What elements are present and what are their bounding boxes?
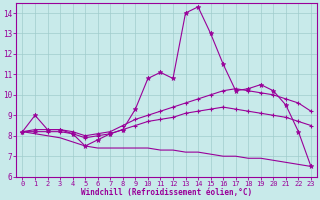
X-axis label: Windchill (Refroidissement éolien,°C): Windchill (Refroidissement éolien,°C) [81, 188, 252, 197]
